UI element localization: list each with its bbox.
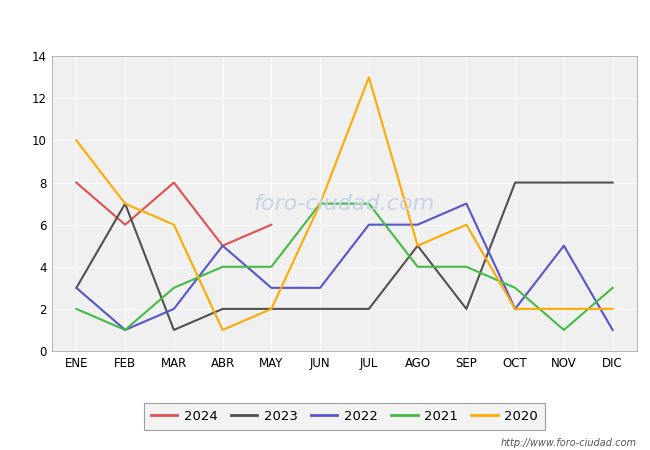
2022 [511,306,519,311]
2020 [560,306,568,311]
2022 [560,243,568,248]
2023 [72,285,81,291]
2023 [560,180,568,185]
Text: Matriculaciones de Vehiculos en Épila: Matriculaciones de Vehiculos en Épila [169,14,481,34]
2021 [218,264,227,270]
2020 [218,327,227,333]
2021 [463,264,471,270]
Line: 2023: 2023 [77,183,612,330]
2020 [608,306,616,311]
2023 [218,306,227,311]
Line: 2022: 2022 [77,203,612,330]
2023 [316,306,324,311]
2022 [608,327,616,333]
2023 [121,201,129,206]
2021 [511,285,519,291]
Text: http://www.foro-ciudad.com: http://www.foro-ciudad.com [501,438,637,448]
Text: foro-ciudad.com: foro-ciudad.com [254,194,435,214]
2020 [365,75,373,80]
2021 [170,285,178,291]
2021 [121,327,129,333]
2021 [72,306,81,311]
2020 [511,306,519,311]
2022 [268,285,276,291]
2022 [72,285,81,291]
2020 [413,243,421,248]
2023 [463,306,471,311]
Line: 2021: 2021 [77,203,612,330]
2022 [463,201,471,206]
Line: 2024: 2024 [77,183,272,246]
2022 [365,222,373,227]
2020 [268,306,276,311]
2024 [268,222,276,227]
2020 [121,201,129,206]
2023 [413,243,421,248]
2024 [218,243,227,248]
2024 [121,222,129,227]
Line: 2020: 2020 [77,77,612,330]
2021 [268,264,276,270]
2020 [170,222,178,227]
2024 [72,180,81,185]
Legend: 2024, 2023, 2022, 2021, 2020: 2024, 2023, 2022, 2021, 2020 [144,403,545,430]
2022 [316,285,324,291]
2022 [121,327,129,333]
2021 [608,285,616,291]
2022 [413,222,421,227]
2024 [170,180,178,185]
2022 [170,306,178,311]
2023 [365,306,373,311]
2020 [316,201,324,206]
2023 [511,180,519,185]
2023 [170,327,178,333]
2021 [316,201,324,206]
2020 [463,222,471,227]
2020 [72,138,81,143]
2023 [608,180,616,185]
2021 [560,327,568,333]
2023 [268,306,276,311]
2021 [413,264,421,270]
2022 [218,243,227,248]
2021 [365,201,373,206]
